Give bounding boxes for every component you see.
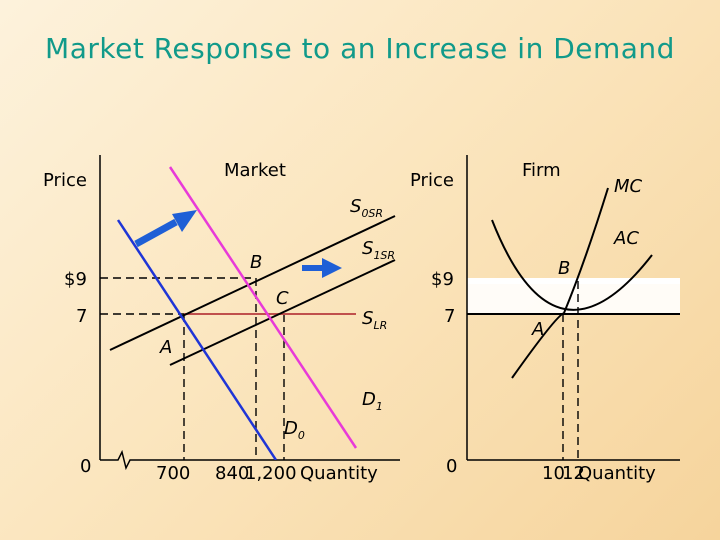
label-ac: AC [613,228,639,249]
market-ytick-9: $9 [64,269,87,290]
market-xtick-1200: 1,200 [245,463,297,484]
firm-panel: Price Firm $9 7 0 10 12 Quantity A B MC … [410,155,680,484]
series-mc [511,187,609,379]
market-point-c: C [276,288,289,309]
market-xlabel: Quantity [300,463,378,484]
label-d0: D0 [284,418,305,442]
market-panel: Price Market $9 7 0 700 840 1,200 Quanti… [43,155,400,484]
market-ytick-0: 0 [80,456,91,477]
firm-title: Firm [522,160,561,181]
firm-ytick-9: $9 [431,269,454,290]
market-ylabel: Price [43,170,87,191]
series-d0 [116,219,278,460]
market-point-b: B [250,252,262,273]
label-mc: MC [614,176,643,197]
market-shift-arrow-supply-head [322,258,342,278]
market-xtick-840: 840 [215,463,249,484]
label-slr: SLR [362,308,387,332]
label-s0sr: S0SR [350,196,383,220]
market-x-axis [100,449,400,471]
label-d1: D1 [362,389,383,413]
market-point-a: A [159,337,172,358]
firm-point-a: A [531,319,544,340]
series-d1 [168,166,358,449]
market-ytick-7: 7 [76,306,87,327]
market-shift-arrow-demand-head [172,210,197,232]
series-ac [491,219,653,311]
firm-ytick-0: 0 [446,456,457,477]
firm-ylabel: Price [410,170,454,191]
series-s0sr [109,215,396,351]
series-s1sr [169,259,396,366]
market-title: Market [224,160,286,181]
firm-point-b: B [558,258,570,279]
firm-xtick-12: 12 [562,463,585,484]
firm-ytick-7: 7 [444,306,455,327]
slide-title: Market Response to an Increase in Demand [45,32,675,65]
market-shift-arrow-demand [134,218,178,248]
market-xtick-700: 700 [156,463,190,484]
firm-xtick-10: 10 [542,463,565,484]
label-s1sr: S1SR [362,238,395,262]
firm-xlabel: Quantity [578,463,656,484]
